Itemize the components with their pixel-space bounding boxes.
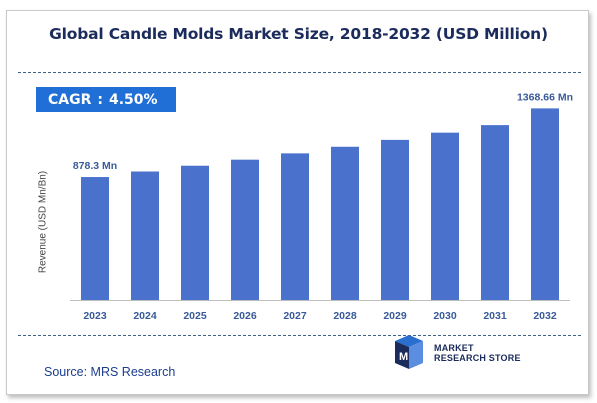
- data-label-2023: 878.3 Mn: [73, 160, 117, 172]
- x-tick-label-2030: 2030: [433, 310, 457, 322]
- bar-2029: [381, 139, 409, 300]
- bar-2023: [81, 177, 109, 300]
- logo-text-line2: RESEARCH STORE: [434, 353, 521, 363]
- x-tick-label-2025: 2025: [183, 310, 207, 322]
- x-tick-label-2024: 2024: [133, 310, 157, 322]
- market-research-store-logo: M: [395, 335, 423, 369]
- x-tick-label-2028: 2028: [333, 310, 357, 322]
- bar-2025: [181, 165, 209, 300]
- bar-2026: [231, 159, 259, 300]
- bar-2032: [531, 108, 559, 300]
- x-tick-label-2023: 2023: [83, 310, 107, 322]
- bar-2030: [431, 132, 459, 300]
- x-tick-label-2032: 2032: [533, 310, 557, 322]
- bar-2027: [281, 153, 309, 300]
- x-tick-label-2026: 2026: [233, 310, 257, 322]
- cagr-value: 4.50%: [109, 91, 158, 108]
- bar-2028: [331, 146, 359, 300]
- cagr-separator: :: [97, 91, 103, 108]
- source-text: Source: MRS Research: [44, 365, 176, 379]
- x-tick-label-2027: 2027: [283, 310, 307, 322]
- data-label-2032: 1368.66 Mn: [517, 91, 573, 103]
- bar-2024: [131, 171, 159, 300]
- x-tick-label-2029: 2029: [383, 310, 407, 322]
- cagr-label: CAGR: [48, 91, 92, 108]
- bar-2031: [481, 125, 509, 300]
- logo-text: MARKET RESEARCH STORE: [434, 343, 521, 363]
- x-tick-label-2031: 2031: [483, 310, 507, 322]
- cagr-badge: CAGR : 4.50%: [36, 87, 176, 112]
- svg-text:M: M: [399, 351, 408, 363]
- chart-title: Global Candle Molds Market Size, 2018-20…: [49, 25, 548, 43]
- title-divider: [18, 72, 581, 73]
- logo-text-line1: MARKET: [434, 343, 474, 353]
- footer-divider: [18, 335, 581, 336]
